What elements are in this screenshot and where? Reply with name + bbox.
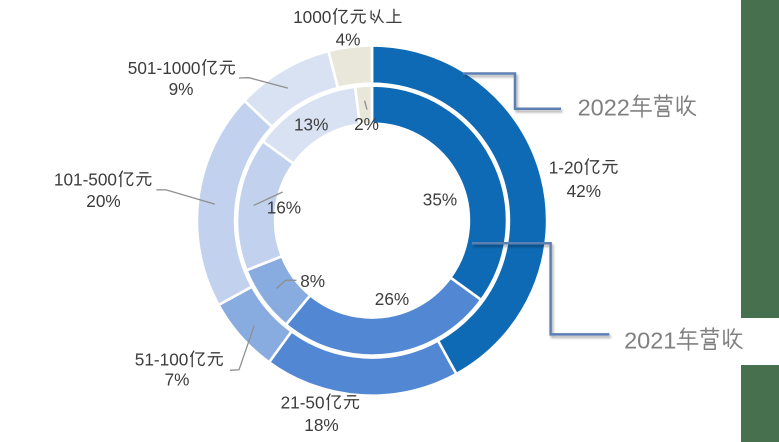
- svg-text:2022: 2022: [578, 95, 630, 121]
- svg-text:2021: 2021: [624, 328, 676, 354]
- svg-text:13%: 13%: [294, 115, 328, 135]
- svg-text:51-100: 51-100: [135, 350, 189, 370]
- svg-text:16%: 16%: [267, 198, 301, 218]
- svg-text:1-20: 1-20: [549, 158, 583, 178]
- svg-text:2%: 2%: [354, 114, 379, 134]
- svg-text:501-1000: 501-1000: [128, 58, 201, 78]
- svg-text:4%: 4%: [336, 30, 361, 50]
- svg-text:20%: 20%: [86, 191, 120, 211]
- svg-text:9%: 9%: [169, 79, 194, 99]
- svg-text:101-500: 101-500: [54, 170, 117, 190]
- svg-text:42%: 42%: [567, 181, 601, 201]
- svg-text:21-50: 21-50: [281, 393, 325, 413]
- svg-text:1000: 1000: [293, 7, 331, 27]
- svg-text:35%: 35%: [423, 190, 457, 210]
- svg-text:18%: 18%: [304, 415, 338, 435]
- svg-text:7%: 7%: [165, 370, 190, 390]
- svg-text:8%: 8%: [300, 271, 325, 291]
- svg-text:26%: 26%: [375, 289, 409, 309]
